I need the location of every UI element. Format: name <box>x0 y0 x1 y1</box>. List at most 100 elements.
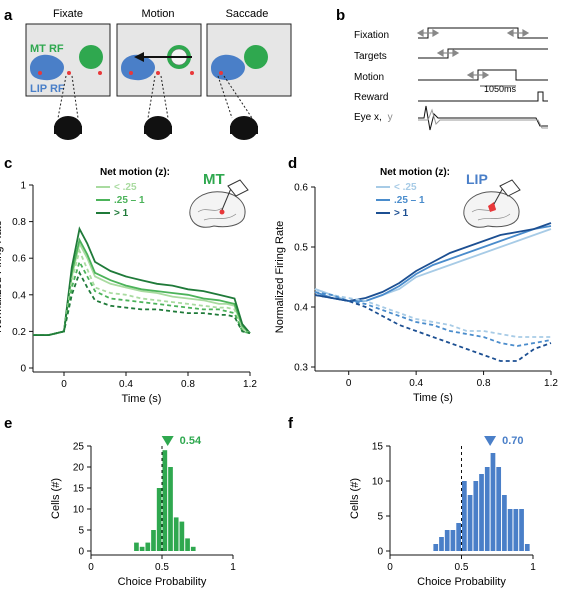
chart-e-bar <box>190 546 196 551</box>
chart-f-bar <box>433 544 439 551</box>
chart-mt-firing-rate: Net motion (z): MT < .25 .25 – 1 > 1 0 0.… <box>0 167 257 405</box>
chart-f-y-axis-label: Cells (#) <box>349 478 361 519</box>
chart-f-x-axis-label: Choice Probability <box>417 576 506 588</box>
chart-f-bar <box>524 544 530 551</box>
panel-letter-d: d <box>288 155 297 172</box>
chart-e-y-tick-label: 0 <box>78 547 84 558</box>
area-label-lip: LIP <box>466 171 488 187</box>
panel-b: Fixation Targets Motion Reward Eye x, y … <box>354 27 548 131</box>
chart-d-x-tick-label: 0.8 <box>477 378 491 389</box>
chart-f-bar <box>450 530 456 551</box>
chart-f-y-tick-label: 10 <box>372 477 384 488</box>
trace-eye-y <box>418 108 548 129</box>
chart-c-series-line-3 <box>33 226 251 337</box>
chart-d-x-tick-label: 0.4 <box>409 378 423 389</box>
chart-e-bar <box>151 530 156 551</box>
jitter-arrows <box>416 28 530 80</box>
panel-letter-e: e <box>4 415 12 432</box>
chart-f-bar <box>456 523 461 551</box>
chart-e-bar <box>168 467 173 551</box>
chart-c-x-tick-label: 0 <box>61 379 67 390</box>
chart-c-x-tick-label: 0.4 <box>119 379 133 390</box>
chart-e-bar <box>145 542 151 551</box>
chart-e-bar <box>134 542 139 551</box>
row-label-eye: Eye x, y <box>354 112 393 123</box>
chart-d-x-axis-label: Time (s) <box>413 392 453 404</box>
chart-e-y-tick-label: 5 <box>78 526 84 537</box>
row-label-motion: Motion <box>354 72 384 83</box>
duration-label: 1050ms <box>484 84 517 94</box>
title-saccade: Saccade <box>226 8 269 20</box>
legend-label-c-3: > 1 <box>114 208 129 219</box>
panel-letter-c: c <box>4 155 12 172</box>
panel-letter-f: f <box>288 415 294 432</box>
chart-f-bar <box>507 509 513 551</box>
chart-c-y-tick-label: 0 <box>20 364 26 375</box>
chart-e-bar <box>162 450 168 551</box>
chart-e-bar <box>139 546 145 551</box>
chart-d-series-line-5 <box>314 291 552 347</box>
trace-fixation <box>418 27 548 39</box>
chart-f-x-tick-label: 0.5 <box>455 562 469 573</box>
chart-d-y-tick-label: 0.3 <box>294 363 308 374</box>
chart-f-bar <box>502 495 507 551</box>
chart-e-y-tick-label: 25 <box>73 442 85 453</box>
chart-d-x-tick-label: 0 <box>346 378 352 389</box>
target-dot <box>98 71 102 75</box>
chart-e-y-axis-label: Cells (#) <box>50 478 62 519</box>
chart-d-series-line-4 <box>314 288 551 338</box>
legend-label-d-3: > 1 <box>394 208 409 219</box>
chart-f-bar <box>513 509 519 551</box>
legend-title-d: Net motion (z): <box>380 167 450 178</box>
chart-d-y-tick-label: 0.6 <box>294 183 308 194</box>
legend-label-c-1: < .25 <box>114 182 137 193</box>
chart-c-series-line-4 <box>33 248 251 337</box>
chart-f-bar <box>462 481 467 551</box>
trace-motion <box>418 69 548 81</box>
chart-e-mean-label: 0.54 <box>180 435 202 447</box>
title-fixate: Fixate <box>53 8 83 20</box>
chart-c-y-tick-label: 0.8 <box>12 217 26 228</box>
brain-icon <box>189 179 249 228</box>
chart-f-x-tick-label: 1 <box>530 562 536 573</box>
screen-motion <box>116 23 202 140</box>
chart-f-bar <box>473 481 479 551</box>
row-label-reward: Reward <box>354 92 388 103</box>
chart-c-y-tick-label: 0.2 <box>12 327 26 338</box>
legend-label-d-1: < .25 <box>394 182 417 193</box>
chart-d-y-tick-label: 0.4 <box>294 303 308 314</box>
chart-f-x-tick-label: 0 <box>387 562 393 573</box>
chart-f-bar <box>484 467 490 551</box>
trace-eye-x <box>418 105 548 131</box>
area-label-mt: MT <box>203 171 225 188</box>
chart-f-bar <box>519 509 524 551</box>
screen-saccade <box>206 23 292 140</box>
chart-e-bar <box>173 517 179 551</box>
chart-d-series-line-6 <box>314 294 552 362</box>
trace-targets <box>418 48 548 59</box>
mt-rf-label: MT RF <box>30 43 64 55</box>
chart-f-mean-label: 0.70 <box>502 435 523 447</box>
chart-e-mean-marker-icon <box>161 436 174 446</box>
chart-c-x-tick-label: 0.8 <box>181 379 195 390</box>
chart-d-y-tick-label: 0.5 <box>294 243 308 254</box>
chart-c-x-tick-label: 1.2 <box>243 379 257 390</box>
chart-e-y-tick-label: 20 <box>73 463 85 474</box>
chart-f-bar <box>490 453 496 551</box>
chart-f-bar <box>496 467 502 551</box>
chart-e-x-tick-label: 0.5 <box>155 562 169 573</box>
chart-f-bar <box>444 530 450 551</box>
chart-d-y-axis-label: Normalized Firing Rate <box>274 221 286 333</box>
chart-c-series-line-5 <box>33 259 251 337</box>
chart-e-x-axis-label: Choice Probability <box>118 576 207 588</box>
chart-f-bar <box>439 537 444 551</box>
chart-c-y-tick-label: 1 <box>20 181 26 192</box>
title-motion: Motion <box>141 8 174 20</box>
screen-fixate: MT RF LIP RF <box>25 23 111 140</box>
chart-f-bar <box>479 474 484 551</box>
panel-letter-a: a <box>4 7 13 24</box>
chart-d-series-line-2 <box>314 225 552 302</box>
chart-e-y-tick-label: 15 <box>73 484 85 495</box>
